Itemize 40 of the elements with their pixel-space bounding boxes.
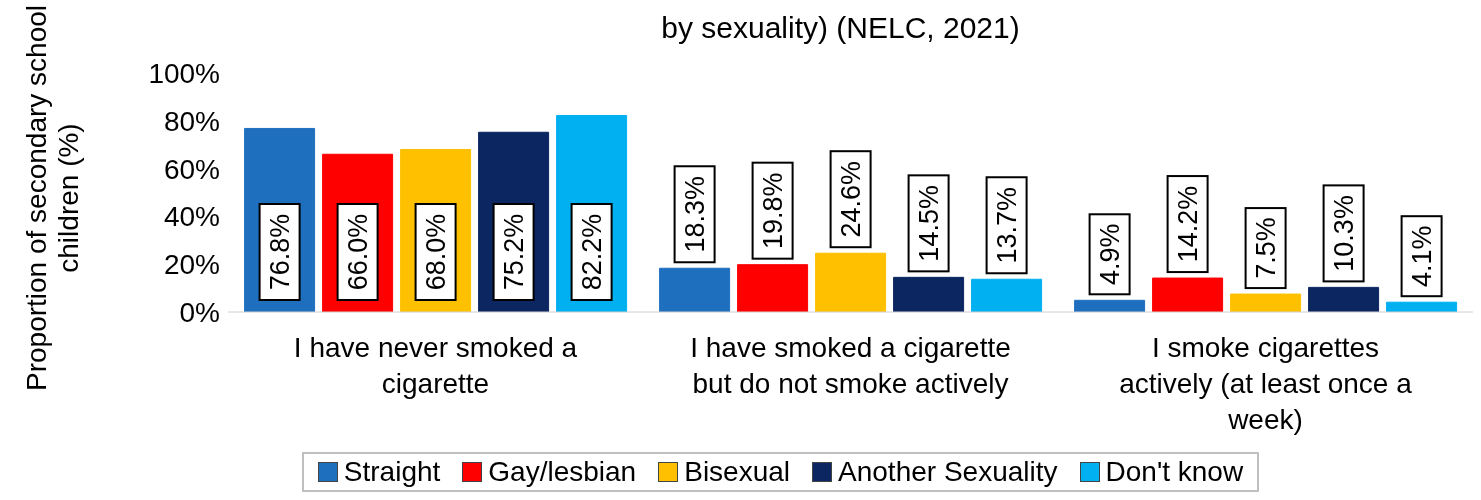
y-tick-label: 100% bbox=[148, 57, 220, 89]
x-tick-label: I have never smoked a cigarette bbox=[293, 332, 578, 400]
bar bbox=[815, 252, 887, 312]
bar bbox=[1074, 299, 1146, 312]
y-tick-label: 40% bbox=[163, 201, 220, 233]
data-label: 24.6% bbox=[835, 160, 866, 238]
data-label: 14.5% bbox=[913, 185, 944, 262]
legend-label: Gay/lesbian bbox=[487, 456, 637, 488]
data-label: 4.1% bbox=[1406, 225, 1437, 287]
data-label: 66.0% bbox=[342, 213, 373, 291]
y-tick-label: 0% bbox=[179, 296, 220, 328]
bar bbox=[659, 267, 731, 312]
y-tick-label: 80% bbox=[163, 105, 220, 137]
data-label: 19.8% bbox=[757, 172, 788, 249]
data-label: 75.2% bbox=[498, 213, 529, 291]
legend-label: Straight bbox=[342, 456, 441, 488]
y-axis-title: Proportion of secondary school children (%) bbox=[21, 4, 85, 393]
bar bbox=[1152, 277, 1224, 312]
legend-label: Don't know bbox=[1104, 456, 1244, 488]
legend-label: Bisexual bbox=[683, 456, 791, 488]
data-label: 18.3% bbox=[679, 175, 710, 253]
y-tick-label: 60% bbox=[163, 153, 220, 185]
bar bbox=[971, 278, 1043, 312]
x-tick-label: I have smoked a cigarette but do not smoke actively bbox=[690, 332, 1011, 400]
data-label: 68.0% bbox=[420, 213, 451, 291]
data-label: 76.8% bbox=[264, 213, 295, 291]
data-label: 13.7% bbox=[991, 186, 1022, 264]
bar bbox=[737, 264, 809, 312]
data-label: 10.3% bbox=[1328, 195, 1359, 272]
bar bbox=[1230, 293, 1302, 312]
legend-label: Another Sexuality bbox=[837, 456, 1058, 488]
chart-title: by sexuality) (NELC, 2021) bbox=[661, 11, 1020, 44]
y-tick-label: 20% bbox=[163, 249, 220, 281]
data-label: 7.5% bbox=[1250, 217, 1281, 279]
bar bbox=[1308, 286, 1380, 312]
data-label: 4.9% bbox=[1094, 223, 1125, 286]
x-tick-label: I smoke cigarettes actively (at least once a week) bbox=[1119, 332, 1413, 436]
bar bbox=[893, 276, 965, 312]
data-label: 14.2% bbox=[1172, 185, 1203, 263]
data-label: 82.2% bbox=[576, 213, 607, 291]
